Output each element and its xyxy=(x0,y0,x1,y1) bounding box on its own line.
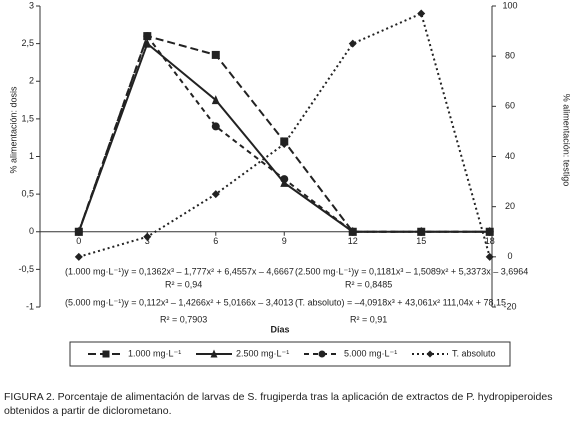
marker xyxy=(143,38,152,48)
x-axis-title: Días xyxy=(270,324,289,334)
y2-tick-label: 100 xyxy=(502,0,517,10)
chart: % alimentación: dosis % alimentación: te… xyxy=(8,0,572,367)
series-line xyxy=(78,12,491,258)
caption: FIGURA 2. Porcentaje de alimentación de … xyxy=(4,391,553,417)
y-tick-label: -0,5 xyxy=(18,264,34,274)
marker xyxy=(348,39,357,48)
y-tick-label: 3 xyxy=(29,0,34,10)
x-tick-label: 6 xyxy=(213,236,218,246)
y2-tick-label: 80 xyxy=(505,51,515,61)
y2-tick-label: 20 xyxy=(505,201,515,211)
annotation: (T. absoluto) = –4,0918x³ + 43,061x² 111… xyxy=(295,297,506,307)
legend-label: T. absoluto xyxy=(452,348,496,358)
y2-tick-label: 40 xyxy=(505,151,515,161)
annotation: R² = 0,7903 xyxy=(160,314,207,324)
legend-marker xyxy=(318,350,326,358)
marker xyxy=(348,227,357,236)
y-axis-title: % alimentación: dosis xyxy=(8,86,18,174)
legend-marker xyxy=(102,350,110,358)
y2-tick-label: 60 xyxy=(505,101,515,111)
y-tick-label: 0 xyxy=(29,226,34,236)
marker xyxy=(143,232,152,241)
marker xyxy=(417,9,426,18)
x-tick-label: 9 xyxy=(282,236,287,246)
marker xyxy=(74,252,83,261)
annotation: (2.500 mg·L⁻¹)y = 0,1181x³ – 1,5089x² + … xyxy=(295,266,528,276)
legend-marker xyxy=(426,350,434,358)
marker xyxy=(211,190,220,199)
y-tick-label: -1 xyxy=(26,301,34,311)
x-tick-label: 12 xyxy=(348,236,358,246)
series-line xyxy=(77,34,490,233)
annotation: R² = 0,94 xyxy=(165,279,202,289)
y2-axis-title: % alimentación: testigo xyxy=(562,94,572,187)
legend-label: 2.500 mg·L⁻¹ xyxy=(236,348,289,358)
marker xyxy=(74,227,83,236)
y-tick-label: 0,5 xyxy=(21,189,34,199)
marker xyxy=(485,252,494,261)
marker xyxy=(485,227,494,236)
y2-tick-label: -20 xyxy=(503,301,516,311)
x-tick-label: 3 xyxy=(145,236,150,246)
marker xyxy=(211,95,220,105)
legend-box xyxy=(69,341,511,367)
marker xyxy=(417,227,426,236)
annotation: (5.000 mg·L⁻¹)y = 0,112x³ – 1,4266x² + 5… xyxy=(65,297,293,307)
marker xyxy=(211,122,220,131)
legend-label: 1.000 mg·L⁻¹ xyxy=(128,348,181,358)
y-tick-label: 2,5 xyxy=(21,38,34,48)
x-tick-label: 15 xyxy=(416,236,426,246)
marker xyxy=(280,139,289,148)
marker xyxy=(143,32,152,41)
marker xyxy=(211,50,220,59)
x-tick-label: 0 xyxy=(76,236,81,246)
y-tick-label: 1 xyxy=(29,151,34,161)
annotation: (1.000 mg·L⁻¹)y = 0,1362x³ – 1,777x² + 6… xyxy=(65,266,294,276)
marker xyxy=(280,175,289,184)
legend-label: 5.000 mg·L⁻¹ xyxy=(344,348,397,358)
series-line xyxy=(77,34,490,233)
legend-marker xyxy=(210,349,218,358)
y-tick-label: 1,5 xyxy=(21,113,34,123)
x-tick-label: 18 xyxy=(485,236,495,246)
annotation: R² = 0,8485 xyxy=(345,279,392,289)
annotation: R² = 0,91 xyxy=(350,314,387,324)
y-tick-label: 2 xyxy=(29,76,34,86)
y2-tick-label: 0 xyxy=(507,251,512,261)
